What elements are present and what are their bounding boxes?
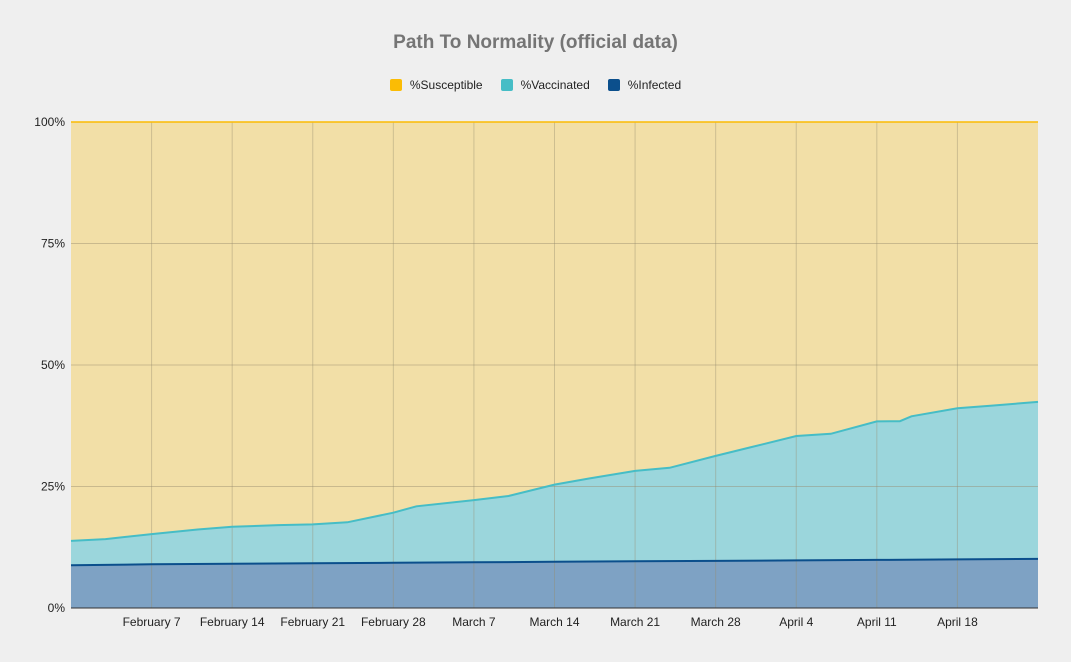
y-tick-label: 100% [34, 115, 65, 129]
x-tick-label: February 14 [200, 615, 265, 629]
legend-item: %Infected [607, 78, 682, 92]
y-tick-label: 50% [41, 358, 65, 372]
x-tick-label: April 18 [937, 615, 978, 629]
x-tick-label: February 21 [280, 615, 345, 629]
x-tick-label: March 7 [452, 615, 496, 629]
x-tick-label: March 14 [529, 615, 579, 629]
x-tick-label: March 21 [610, 615, 660, 629]
legend-swatch [500, 79, 513, 91]
legend-item: %Susceptible [389, 78, 483, 92]
y-tick-label: 75% [41, 237, 65, 251]
chart-title: Path To Normality (official data) [393, 32, 678, 53]
x-tick-label: April 4 [779, 615, 813, 629]
y-tick-label: 25% [41, 480, 65, 494]
legend-item: %Vaccinated [500, 78, 590, 92]
legend-swatch [607, 79, 620, 91]
x-tick-label: March 28 [691, 615, 741, 629]
legend: %Susceptible %Vaccinated %Infected [0, 78, 1071, 92]
x-tick-label: February 7 [123, 615, 181, 629]
legend-label: %Infected [627, 78, 682, 92]
vaccinated-line [70, 400, 1039, 542]
x-tick-label: April 11 [857, 615, 897, 629]
infected-area [71, 558, 1038, 608]
infected-line [70, 557, 1039, 567]
x-tick-label: February 28 [361, 615, 426, 629]
legend-label: %Vaccinated [520, 78, 590, 92]
y-tick-label: 0% [48, 601, 66, 615]
vaccinated-area [71, 401, 1038, 566]
legend-swatch [389, 79, 402, 91]
legend-label: %Susceptible [409, 78, 483, 92]
